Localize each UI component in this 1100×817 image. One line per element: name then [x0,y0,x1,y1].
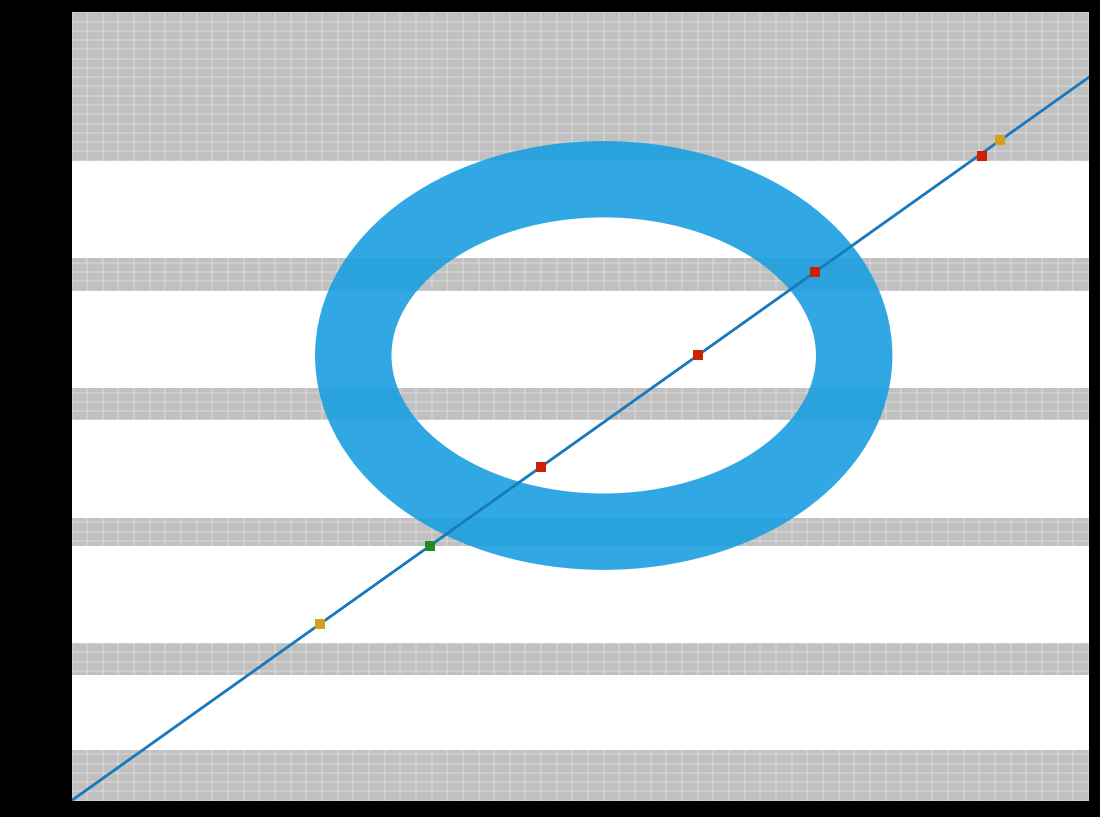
Bar [72,676,1089,750]
Bar [72,421,1089,518]
Bar [72,388,1089,421]
Bar [72,643,1089,676]
Bar [72,161,1089,258]
Bar [72,750,1089,801]
Bar [72,12,1089,161]
Bar [72,546,1089,643]
Bar [72,518,1089,546]
Bar [72,291,1089,388]
Bar [72,258,1089,291]
